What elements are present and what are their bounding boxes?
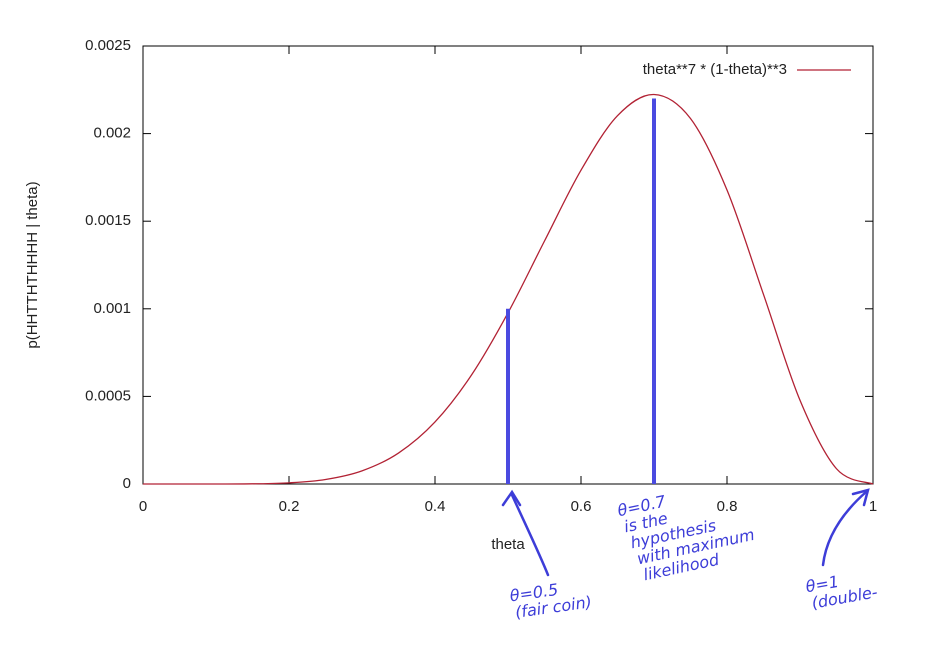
y-tick-label: 0.0015 — [85, 212, 131, 229]
x-tick-label: 0.8 — [717, 498, 738, 515]
crop-strip — [0, 628, 931, 651]
y-axis-label: p(HHTTHTHHHH | theta) — [24, 181, 41, 348]
x-axis-label: theta — [491, 536, 525, 553]
x-tick-label: 0.6 — [571, 498, 592, 515]
x-tick-label: 0.4 — [425, 498, 446, 515]
arrow-head — [851, 488, 870, 507]
curve — [142, 93, 874, 485]
arrows — [501, 488, 870, 577]
arrow — [510, 493, 550, 577]
y-tick-label: 0.0025 — [85, 37, 131, 54]
y-tick-label: 0.0005 — [85, 387, 131, 404]
x-tick-label: 0 — [139, 498, 147, 515]
x-tick-label: 1 — [869, 498, 877, 515]
y-tick-label: 0 — [123, 475, 131, 492]
y-tick-label: 0.002 — [93, 125, 131, 142]
x-tick-label: 0.2 — [279, 498, 300, 515]
legend-label: theta**7 * (1-theta)**3 — [643, 61, 787, 78]
y-tick-label: 0.001 — [93, 300, 131, 317]
arrow — [821, 490, 868, 567]
arrow-head — [501, 489, 522, 507]
